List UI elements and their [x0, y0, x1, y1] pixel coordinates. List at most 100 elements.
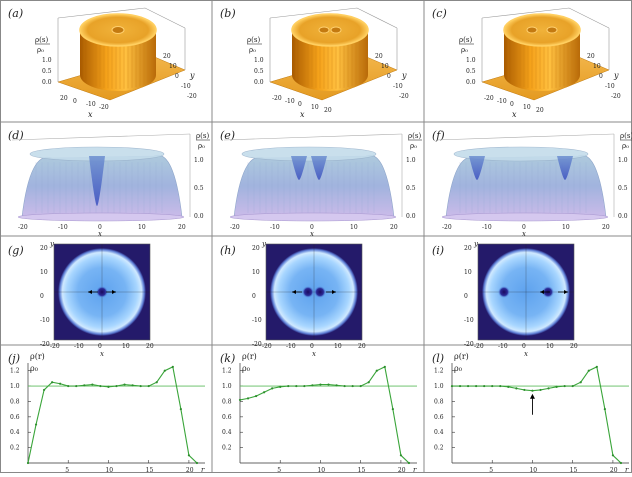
data-point [539, 388, 542, 392]
z-tick-label: 1.0 [618, 157, 628, 164]
x-axis-label: x [312, 350, 316, 358]
y-tick-label: -10 [40, 317, 50, 324]
data-point [115, 384, 118, 388]
panel-side-view: (e) ρ(s) ρ₀ 1.0 0.5 0.0 -20 -10 0 10 20 x [220, 129, 422, 238]
x-axis-label: x [98, 230, 102, 238]
y-axis-label: y [401, 71, 407, 80]
z-tick-label: 0.5 [618, 185, 628, 192]
x-tick-label: -20 [99, 104, 109, 111]
y-tick-label: -10 [181, 83, 191, 90]
data-point [303, 384, 306, 388]
vortex-dip [526, 26, 538, 34]
x-tick-label: 5 [277, 467, 281, 473]
panel-radial-profile: (j) ρ(r) ρ₀ 1.2 1.0 0.8 0.6 0.4 0.2 5 10 15 20 r [8, 352, 205, 474]
y-tick-label: 0.8 [10, 398, 20, 405]
x-tick-label: 20 [390, 224, 398, 231]
data-point [375, 369, 378, 372]
x-tick-label: 20 [146, 343, 154, 350]
y-tick-label: 0.4 [10, 429, 20, 436]
data-point [147, 384, 150, 388]
cylinder-top [503, 13, 581, 47]
y-tick-label: 0.6 [222, 414, 232, 421]
y-tick-label: 0 [464, 293, 468, 300]
z-tick-label: 0.0 [466, 79, 476, 86]
x-tick-label: -10 [86, 101, 96, 108]
map-frame [265, 243, 363, 341]
x-tick-label: 20 [602, 224, 610, 231]
z-tick-label: 1.0 [194, 157, 204, 164]
data-point [319, 383, 322, 386]
data-point [67, 384, 70, 388]
density-curve [27, 366, 198, 464]
data-point [75, 384, 78, 388]
density-curve [239, 366, 410, 464]
data-point [163, 369, 166, 372]
panel-radial-profile: (k) ρ(r) ρ₀ 1.2 1.0 0.8 0.6 0.4 0.2 5 10 15 20 r [220, 352, 417, 474]
data-point [99, 384, 102, 388]
y-tick-label: 10 [381, 63, 389, 70]
z-axis-label-denominator: ρ₀ [461, 46, 468, 54]
data-point [295, 384, 298, 388]
y-tick-label: 1.0 [222, 383, 232, 390]
data-point [619, 461, 623, 465]
panel-label: (h) [220, 244, 236, 257]
vortex-core [314, 286, 326, 298]
vortex-dip [291, 156, 307, 180]
z-tick-label: 0.5 [42, 68, 52, 75]
data-point [407, 461, 411, 465]
z-tick-label: 1.0 [42, 57, 52, 64]
y-axis-label: ρ(r) [30, 352, 45, 361]
z-axis-label-denominator: ρ₀ [622, 142, 629, 150]
y-tick-label: 0 [387, 73, 391, 80]
vortex-dip [311, 156, 327, 180]
panel-label: (g) [8, 244, 24, 257]
x-tick-label: 10 [334, 343, 342, 350]
x-tick-label: -10 [498, 343, 508, 350]
x-tick-label: 0 [510, 101, 514, 108]
y-tick-label: 0.2 [434, 445, 444, 452]
vortex-dip [557, 156, 573, 180]
x-axis-label: r [201, 466, 205, 473]
y-tick-label: 10 [169, 63, 177, 70]
x-tick-label: 0 [98, 343, 102, 350]
density-top [453, 146, 589, 162]
vortex-core [498, 286, 510, 298]
x-tick-label: 20 [570, 343, 578, 350]
data-point [499, 384, 502, 388]
x-tick-label: 10 [105, 467, 113, 473]
panel-3d-surface: (b)ρ(s)ρ₀1.00.50.0-20 -10 0 10 20x20100-10-2… [220, 7, 409, 119]
data-point [399, 454, 403, 457]
x-tick-label: -20 [50, 343, 60, 350]
y-tick-label: 20 [375, 53, 383, 60]
data-point [483, 384, 486, 388]
y-tick-label: 0.2 [222, 445, 232, 452]
data-point [271, 387, 274, 390]
x-tick-label: 0 [310, 343, 314, 350]
z-tick-label: 0.5 [466, 68, 476, 75]
y-axis-label-denominator: ρ₀ [242, 364, 250, 373]
z-tick-label: 0.0 [194, 213, 204, 220]
data-point [51, 381, 54, 384]
x-tick-label: 20 [536, 107, 544, 114]
data-point [335, 384, 338, 387]
panel-label: (b) [220, 7, 236, 20]
panel-label: (j) [8, 352, 20, 365]
y-axis-label: y [49, 240, 55, 248]
data-point [131, 384, 134, 387]
data-point [263, 391, 266, 394]
panel-density-map: (h) 20 10 0 -10 -20 y -20 -10 0 10 20 x [220, 240, 366, 358]
x-tick-label: 10 [317, 467, 325, 473]
y-tick-label: -20 [40, 341, 50, 348]
x-tick-label: 5 [65, 467, 69, 473]
x-tick-label: 20 [324, 107, 332, 114]
vortex-dip [318, 26, 330, 34]
data-point [475, 384, 478, 388]
y-tick-label: -20 [399, 93, 409, 100]
z-tick-label: 0.5 [406, 185, 416, 192]
y-tick-label: 1.2 [222, 368, 232, 375]
data-point [107, 385, 110, 388]
z-tick-label: 0.0 [618, 213, 628, 220]
x-tick-label: 10 [311, 104, 319, 111]
